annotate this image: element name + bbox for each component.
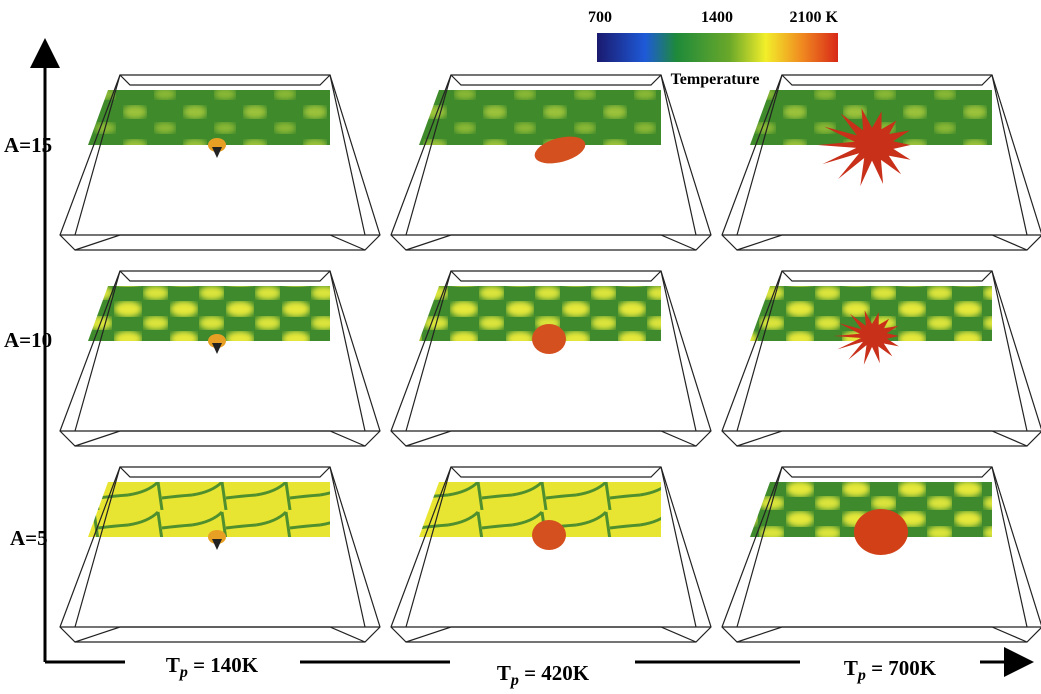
box-edge	[782, 467, 992, 477]
box-edge	[992, 467, 1027, 627]
box-edge	[406, 467, 451, 627]
box-edge	[75, 235, 365, 250]
row-label: A=5	[10, 526, 48, 550]
hot-spot	[212, 343, 222, 354]
box-edge	[75, 431, 365, 446]
plane	[88, 90, 330, 145]
box-edge	[737, 75, 782, 235]
box-edge	[406, 431, 696, 446]
panels	[60, 75, 1041, 642]
plane	[419, 90, 661, 145]
box-edge	[737, 431, 1027, 446]
box-edge	[782, 271, 992, 281]
hot-spot	[854, 509, 908, 555]
row-label: A=15	[4, 133, 52, 157]
hot-spot	[212, 539, 222, 550]
box-edge	[406, 235, 696, 250]
box-edge	[737, 467, 782, 627]
hot-spot	[212, 147, 222, 158]
box-edge	[330, 271, 365, 431]
box-edge	[737, 271, 782, 431]
column-label: Tp = 700K	[844, 656, 937, 684]
hot-spot	[532, 520, 566, 550]
box-edge	[661, 467, 696, 627]
box-edge	[406, 271, 451, 431]
box-edge	[992, 271, 1027, 431]
box-edge	[406, 627, 696, 642]
hot-spot	[532, 324, 566, 354]
box-edge	[661, 75, 696, 235]
box-edge	[120, 75, 330, 85]
box-edge	[661, 271, 696, 431]
box-edge	[330, 467, 365, 627]
plane	[88, 286, 330, 341]
colorbar-tick: 2100 K	[790, 9, 839, 26]
colorbar-tick: 700	[588, 9, 612, 26]
box-edge	[75, 271, 120, 431]
box-edge	[782, 75, 992, 85]
colorbar	[597, 33, 838, 62]
column-label: Tp = 420K	[497, 661, 590, 689]
box-edge	[120, 271, 330, 281]
box-edge	[75, 627, 365, 642]
box-edge	[451, 75, 661, 85]
row-label: A=10	[4, 328, 52, 352]
colorbar-tick: 1400	[701, 9, 733, 26]
box-edge	[737, 235, 1027, 250]
box-edge	[406, 75, 451, 235]
box-edge	[737, 627, 1027, 642]
box-edge	[75, 467, 120, 627]
box-edge	[75, 75, 120, 235]
box-edge	[330, 75, 365, 235]
column-label: Tp = 140K	[166, 653, 259, 681]
figure: 700 1400 2100 K Temperature A=15 A=10 A=…	[0, 0, 1041, 694]
box-edge	[451, 467, 661, 477]
box-edge	[120, 467, 330, 477]
colorbar-title: Temperature	[671, 71, 760, 88]
box-edge	[992, 75, 1027, 235]
box-edge	[451, 271, 661, 281]
plane	[88, 482, 330, 537]
